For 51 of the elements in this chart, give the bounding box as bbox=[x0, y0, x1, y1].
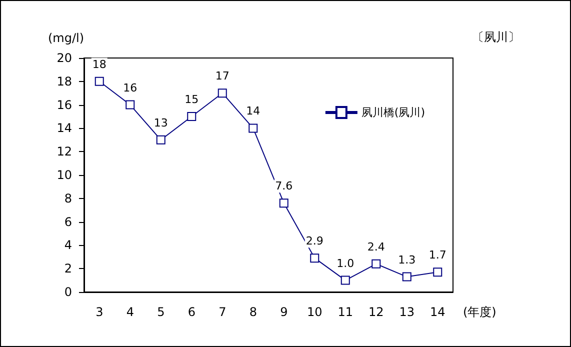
x-tick-label: 4 bbox=[126, 305, 134, 319]
x-tick-label: 5 bbox=[157, 305, 165, 319]
y-tick-label: 16 bbox=[56, 98, 72, 112]
point bbox=[310, 254, 320, 263]
y-tick-label: 18 bbox=[56, 74, 72, 88]
data-label: 16 bbox=[123, 81, 138, 94]
point bbox=[248, 124, 258, 133]
data-label: 1.3 bbox=[398, 253, 416, 266]
x-tick-label: 12 bbox=[368, 305, 384, 319]
point bbox=[402, 272, 412, 282]
y-tick-label: 0 bbox=[64, 285, 72, 299]
data-label: 1.7 bbox=[428, 248, 446, 262]
point bbox=[156, 135, 166, 144]
data-label: 2.4 bbox=[367, 240, 385, 254]
point bbox=[94, 76, 104, 86]
point bbox=[279, 198, 288, 208]
x-tick-label: 13 bbox=[399, 305, 415, 319]
data-label: 17 bbox=[215, 70, 230, 83]
legend-label: 夙川橋(夙川) bbox=[361, 106, 426, 119]
y-tick-label: 4 bbox=[64, 238, 72, 252]
y-axis-title: (mg/l) bbox=[48, 31, 84, 45]
data-label: 18 bbox=[92, 58, 106, 71]
x-tick-label: 10 bbox=[306, 305, 322, 319]
point bbox=[433, 268, 442, 277]
x-tick-label: 14 bbox=[430, 305, 446, 319]
point bbox=[218, 88, 227, 98]
y-tick-label: 12 bbox=[56, 144, 72, 159]
data-label: 2.9 bbox=[306, 234, 324, 248]
text: 〔夙川〕 bbox=[472, 30, 520, 44]
x-tick-label: 9 bbox=[280, 305, 288, 319]
data-label: 1.0 bbox=[336, 256, 354, 270]
y-tick-label: 2 bbox=[64, 262, 72, 276]
data-label: 7.6 bbox=[275, 180, 293, 193]
x-tick-label: 3 bbox=[96, 305, 104, 319]
point bbox=[187, 112, 196, 121]
point bbox=[126, 100, 135, 110]
x-tick-label: 6 bbox=[188, 305, 196, 319]
y-tick-label: 6 bbox=[64, 214, 72, 229]
y-tick-label: 20 bbox=[56, 51, 72, 65]
x-tick-label: 7 bbox=[218, 305, 226, 319]
y-tick-label: 14 bbox=[56, 121, 72, 136]
x-tick-label: 11 bbox=[338, 305, 354, 319]
data-label: 14 bbox=[246, 104, 260, 118]
point bbox=[340, 276, 350, 285]
data-label: 13 bbox=[154, 116, 168, 130]
x-axis-title: (年度) bbox=[463, 305, 496, 319]
x-tick-label: 8 bbox=[249, 305, 257, 319]
y-tick-label: 10 bbox=[56, 168, 72, 182]
y-tick-label: 8 bbox=[64, 191, 72, 206]
point bbox=[372, 259, 381, 268]
data-label: 15 bbox=[184, 93, 199, 106]
